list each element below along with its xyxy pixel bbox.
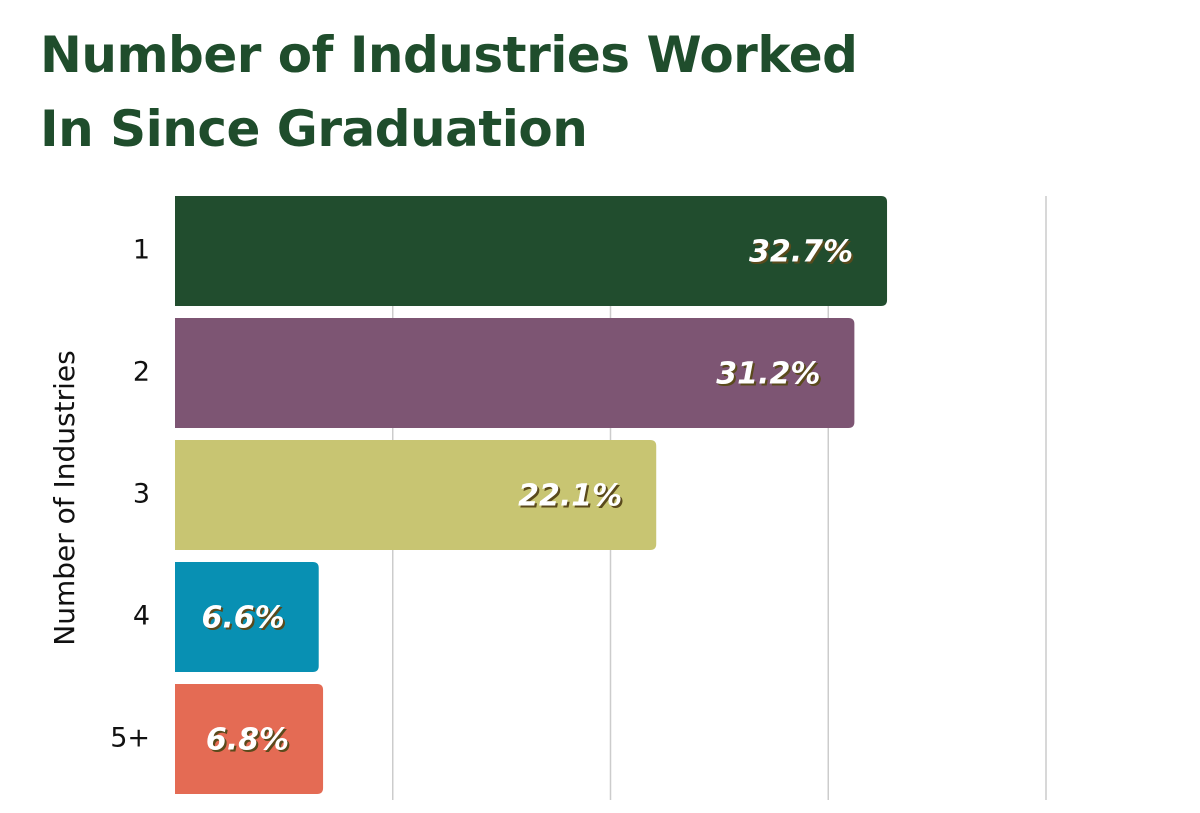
- value-label: 6.6%: [202, 601, 285, 636]
- bar: [175, 684, 324, 794]
- y-tick-label: 3: [133, 479, 150, 510]
- bar: [175, 196, 888, 306]
- value-label: 6.8%: [206, 723, 289, 758]
- value-label: 22.1%: [518, 479, 622, 514]
- value-label: 32.7%: [749, 235, 853, 270]
- bar: [175, 562, 319, 672]
- value-label: 31.2%: [716, 357, 820, 392]
- bar: [175, 318, 855, 428]
- chart-title: Number of Industries Worked In Since Gra…: [40, 26, 858, 158]
- bar: [175, 440, 657, 550]
- y-tick-label: 5+: [110, 723, 150, 754]
- y-tick-label: 2: [133, 357, 150, 388]
- y-tick-label: 4: [133, 601, 150, 632]
- y-axis-label: Number of Industries: [48, 350, 81, 645]
- y-tick-label: 1: [133, 235, 150, 266]
